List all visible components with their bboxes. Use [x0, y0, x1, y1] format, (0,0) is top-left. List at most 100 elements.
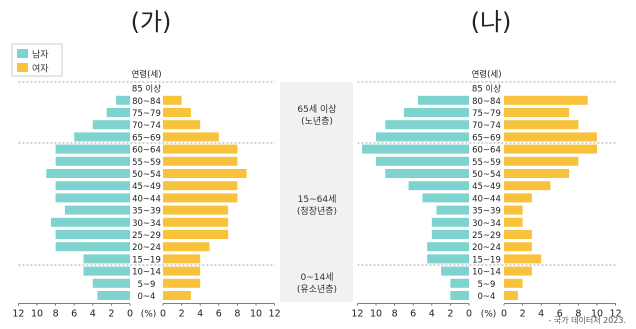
bar-female-7 [504, 205, 523, 215]
bar-female-4 [163, 242, 210, 252]
bar-male-11 [376, 156, 469, 166]
age-label-10: 50~54 [132, 170, 161, 180]
age-label-0: 0~4 [138, 292, 156, 302]
x-tick-label-female: 0 [160, 309, 166, 320]
age-label-9: 45~49 [472, 182, 501, 192]
age-label-14: 70~74 [472, 121, 501, 131]
bar-male-12 [362, 144, 469, 154]
x-tick-label-female: 8 [234, 309, 240, 320]
panel-title-ga: (가) [131, 8, 172, 36]
group-name-youth: (유소년층) [297, 284, 337, 295]
bar-male-2 [441, 266, 469, 276]
age-label-5: 25~29 [132, 231, 161, 241]
bar-male-9 [55, 181, 130, 191]
bar-female-16 [504, 95, 588, 105]
bar-male-3 [83, 254, 130, 264]
age-group-band [280, 82, 353, 302]
group-range-elderly: 65세 이상 [297, 104, 336, 115]
age-label-1: 5~9 [138, 280, 156, 290]
source-note: - 국가 데이터처 2023. [548, 315, 626, 325]
bar-male-16 [417, 95, 469, 105]
legend-swatch-female [17, 63, 28, 72]
bar-male-16 [116, 95, 130, 105]
bar-male-2 [83, 266, 130, 276]
bar-male-4 [55, 242, 130, 252]
bar-male-0 [450, 291, 469, 300]
x-tick-label-female: 0 [501, 309, 507, 320]
bar-male-4 [427, 242, 469, 252]
x-tick-label-male: 12 [351, 309, 363, 320]
bar-female-8 [504, 193, 532, 203]
group-range-youth: 0~14세 [301, 272, 334, 283]
x-tick-label-male: 10 [370, 309, 382, 320]
bar-female-12 [163, 144, 238, 154]
x-tick-label-female: 8 [575, 309, 581, 320]
age-label-2: 10~14 [472, 268, 501, 278]
legend-swatch-male [17, 49, 28, 58]
bar-male-14 [385, 120, 469, 130]
bar-male-5 [55, 230, 130, 239]
age-label-11: 55~59 [132, 158, 161, 168]
age-label-12: 60~64 [472, 146, 501, 156]
x-tick-label-female: 12 [269, 309, 281, 320]
bar-male-9 [408, 181, 469, 191]
bar-male-5 [431, 230, 469, 239]
pyramid-panel-2: 0~4 5~9 10~14 15~19 20~24 25~29 30~34 35~39 40~4… [351, 69, 621, 320]
bar-female-4 [504, 242, 532, 252]
bar-female-1 [504, 278, 523, 288]
x-tick-label-female: 10 [591, 309, 603, 320]
bar-male-10 [385, 169, 469, 178]
age-label-12: 60~64 [132, 146, 161, 156]
bar-female-9 [163, 181, 238, 191]
bar-male-14 [92, 120, 130, 130]
bar-female-1 [163, 278, 201, 288]
age-label-3: 15~19 [472, 255, 501, 265]
bar-male-10 [46, 169, 130, 178]
x-tick-label-female: 12 [610, 309, 622, 320]
bar-male-13 [376, 132, 469, 142]
x-tick-label-male: 8 [392, 309, 398, 320]
age-label-7: 35~39 [472, 207, 501, 217]
bar-male-15 [403, 108, 469, 117]
bar-female-6 [504, 217, 523, 227]
x-tick-label-female: 6 [557, 309, 563, 320]
age-label-4: 20~24 [472, 243, 501, 253]
bar-female-3 [163, 254, 201, 264]
age-label-8: 40~44 [472, 194, 501, 204]
bar-male-15 [106, 108, 130, 117]
bar-male-0 [97, 291, 130, 300]
bar-female-14 [504, 120, 579, 130]
bar-female-0 [504, 291, 518, 300]
age-label-0: 0~4 [478, 292, 496, 302]
bar-male-7 [64, 205, 130, 215]
x-tick-label-female: 2 [520, 309, 526, 320]
bar-male-11 [55, 156, 130, 166]
bar-female-15 [504, 108, 570, 117]
bar-female-5 [504, 230, 532, 239]
bar-female-8 [163, 193, 238, 203]
age-label-16: 80~84 [132, 97, 161, 107]
age-label-17: 85 이상 [132, 84, 161, 95]
x-tick-label-male: 2 [447, 309, 453, 320]
bar-female-12 [504, 144, 597, 154]
bar-male-3 [427, 254, 469, 264]
x-tick-label-male: 4 [429, 309, 435, 320]
bar-female-10 [504, 169, 570, 178]
age-label-14: 70~74 [132, 121, 161, 131]
bar-male-8 [422, 193, 469, 203]
bar-female-5 [163, 230, 229, 239]
age-label-7: 35~39 [132, 207, 161, 217]
age-axis-label: 연령(세) [131, 69, 161, 80]
x-unit-label: (%) [141, 310, 157, 320]
bar-female-15 [163, 108, 191, 117]
bar-female-6 [163, 217, 229, 227]
age-axis-label: 연령(세) [471, 69, 501, 80]
x-tick-label-male: 10 [31, 309, 43, 320]
panel-title-na: (나) [471, 8, 512, 36]
bar-female-9 [504, 181, 551, 191]
bar-female-16 [163, 95, 182, 105]
bar-female-3 [504, 254, 542, 264]
x-unit-label: (%) [481, 310, 497, 320]
bar-female-2 [163, 266, 201, 276]
age-label-16: 80~84 [472, 97, 501, 107]
